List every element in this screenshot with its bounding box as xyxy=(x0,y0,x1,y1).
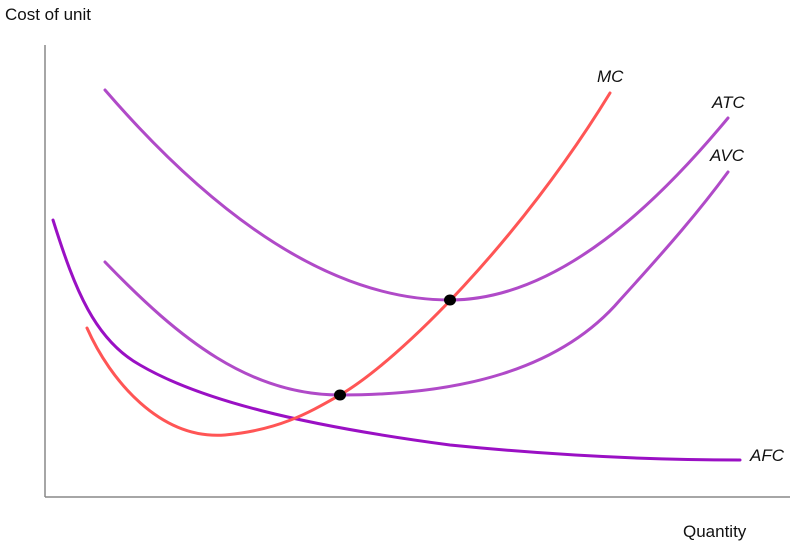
y-axis-label: Cost of unit xyxy=(5,5,91,24)
avc-curve xyxy=(103,170,730,397)
curve-label: AFC xyxy=(749,446,785,465)
curve-label: AVC xyxy=(709,146,745,165)
curve-label: ATC xyxy=(711,93,745,112)
curve-label: MC xyxy=(597,67,624,86)
intersection-point xyxy=(444,294,456,306)
x-axis-label: Quantity xyxy=(683,522,747,541)
intersection-point xyxy=(334,389,346,401)
afc-curve xyxy=(51,218,742,462)
mc-curve xyxy=(85,91,612,437)
